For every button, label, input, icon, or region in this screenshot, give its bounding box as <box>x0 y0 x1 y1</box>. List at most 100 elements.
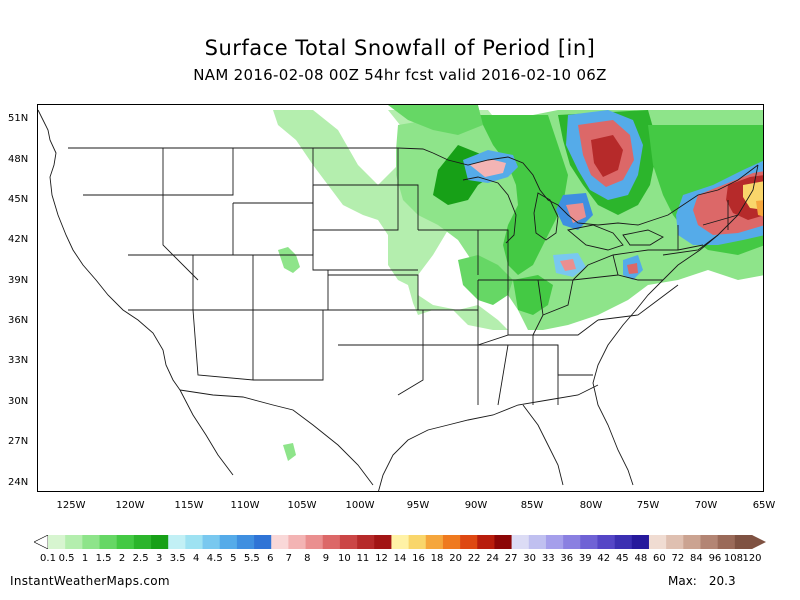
legend-tick-label: 48 <box>634 553 648 564</box>
legend-tick-label: 20 <box>449 553 462 564</box>
lat-label: 45N <box>8 194 29 205</box>
legend-swatch <box>305 535 324 549</box>
lon-label: 85W <box>520 500 544 511</box>
map-canvas <box>38 105 763 491</box>
legend-swatch <box>614 535 633 549</box>
legend-swatch <box>254 535 272 549</box>
lon-label: 125W <box>56 500 86 511</box>
boundary-lines <box>38 109 759 491</box>
legend-tick-label: 7 <box>285 553 293 564</box>
lon-label: 75W <box>636 500 660 511</box>
legend-swatch <box>717 535 736 549</box>
legend-tick-label: 30 <box>523 553 537 564</box>
legend-tick-label: 3 <box>155 553 163 564</box>
lat-label: 51N <box>8 113 29 124</box>
legend-swatch <box>425 535 444 549</box>
legend-swatch <box>339 535 358 549</box>
legend-tick-label: 45 <box>615 553 629 564</box>
legend-tick-label: 3.5 <box>169 553 186 564</box>
legend-swatch <box>271 535 289 549</box>
legend-swatch <box>563 535 581 549</box>
legend-swatch <box>494 535 512 549</box>
lon-label: 70W <box>694 500 718 511</box>
legend-tick-label: 33 <box>541 553 555 564</box>
legend-tick-label: 39 <box>578 553 592 564</box>
legend-swatch <box>545 535 564 549</box>
legend-tick-label: 2 <box>118 553 126 564</box>
legend-right-arrow <box>752 535 766 549</box>
legend-tick-label: 60 <box>652 553 666 564</box>
legend-swatch <box>65 535 83 549</box>
legend-tick-label: 72 <box>671 553 685 564</box>
legend-swatch <box>357 535 375 549</box>
legend-swatch <box>99 535 117 549</box>
lon-label: 100W <box>345 500 375 511</box>
lon-label: 80W <box>579 500 603 511</box>
legend-swatch <box>202 535 221 549</box>
legend-swatch <box>460 535 478 549</box>
legend-swatch <box>580 535 598 549</box>
legend-swatch <box>666 535 684 549</box>
legend-tick-label: 11 <box>356 553 370 564</box>
legend-tick-label: 27 <box>504 553 518 564</box>
legend-swatch <box>116 535 135 549</box>
legend-swatch <box>528 535 547 549</box>
max-label: Max: <box>668 574 697 588</box>
legend-tick-label: 6 <box>267 553 274 564</box>
legend-swatch <box>185 535 203 549</box>
max-value: Max: 20.3 <box>668 574 736 588</box>
legend-tick-label: 36 <box>560 553 574 564</box>
legend-tick-label: 96 <box>708 553 722 564</box>
legend-tick-label: 0.1 <box>40 553 56 564</box>
legend-swatch <box>82 535 100 549</box>
legend-tick-label: 9 <box>322 553 330 564</box>
site-credit: InstantWeatherMaps.com <box>10 574 170 588</box>
lat-label: 27N <box>8 436 29 447</box>
legend-swatch <box>408 535 427 549</box>
legend-swatch <box>322 535 341 549</box>
legend-tick-label: 5.5 <box>243 553 260 564</box>
legend-swatch <box>151 535 169 549</box>
legend-labels: 0.1 0.5 1 1.5 2 2.5 3 3.5 4 4.5 5 5.5 6 7 8 9 10 11 12 14 16… <box>0 553 800 567</box>
lon-label: 120W <box>115 500 145 511</box>
lon-label: 95W <box>406 500 430 511</box>
legend-swatch <box>734 535 753 549</box>
lat-label: 36N <box>8 315 29 326</box>
lon-label: 105W <box>287 500 317 511</box>
snowfall-map <box>37 104 764 492</box>
legend-tick-label: 16 <box>412 553 425 564</box>
legend-swatch <box>133 535 152 549</box>
legend-tick-label: 1 <box>81 553 89 564</box>
legend-tick-label: 2.5 <box>132 553 149 564</box>
legend-tick-label: 42 <box>597 553 611 564</box>
map-title: Surface Total Snowfall of Period [in] <box>204 36 596 60</box>
lat-label: 48N <box>8 154 29 165</box>
legend-tick-label: 108 <box>723 553 744 564</box>
legend-tick-label: 18 <box>430 553 444 564</box>
legend-swatch <box>48 535 66 549</box>
lon-label: 115W <box>174 500 204 511</box>
legend-tick-label: 8 <box>304 553 311 564</box>
legend-swatch <box>168 535 186 549</box>
legend-tick-label: 14 <box>393 553 407 564</box>
legend-swatch <box>391 535 409 549</box>
legend-swatch <box>374 535 392 549</box>
lon-label: 65W <box>752 500 776 511</box>
legend-tick-label: 84 <box>690 553 703 564</box>
lon-label: 90W <box>464 500 488 511</box>
lat-label: 42N <box>8 234 29 245</box>
legend-tick-label: 4 <box>193 553 200 564</box>
lat-label: 24N <box>8 477 29 488</box>
legend-swatch <box>219 535 238 549</box>
legend-tick-label: 0.5 <box>58 553 75 564</box>
max-number: 20.3 <box>708 574 736 588</box>
legend-tick-label: 22 <box>467 553 481 564</box>
legend-colorbar <box>33 534 766 550</box>
legend-swatch <box>511 535 530 549</box>
legend-swatch <box>631 535 650 549</box>
legend-tick-label: 1.5 <box>95 553 112 564</box>
legend-swatch <box>288 535 306 549</box>
legend-left-arrow <box>33 534 49 550</box>
lat-label: 39N <box>8 275 29 286</box>
legend-swatch <box>648 535 667 549</box>
